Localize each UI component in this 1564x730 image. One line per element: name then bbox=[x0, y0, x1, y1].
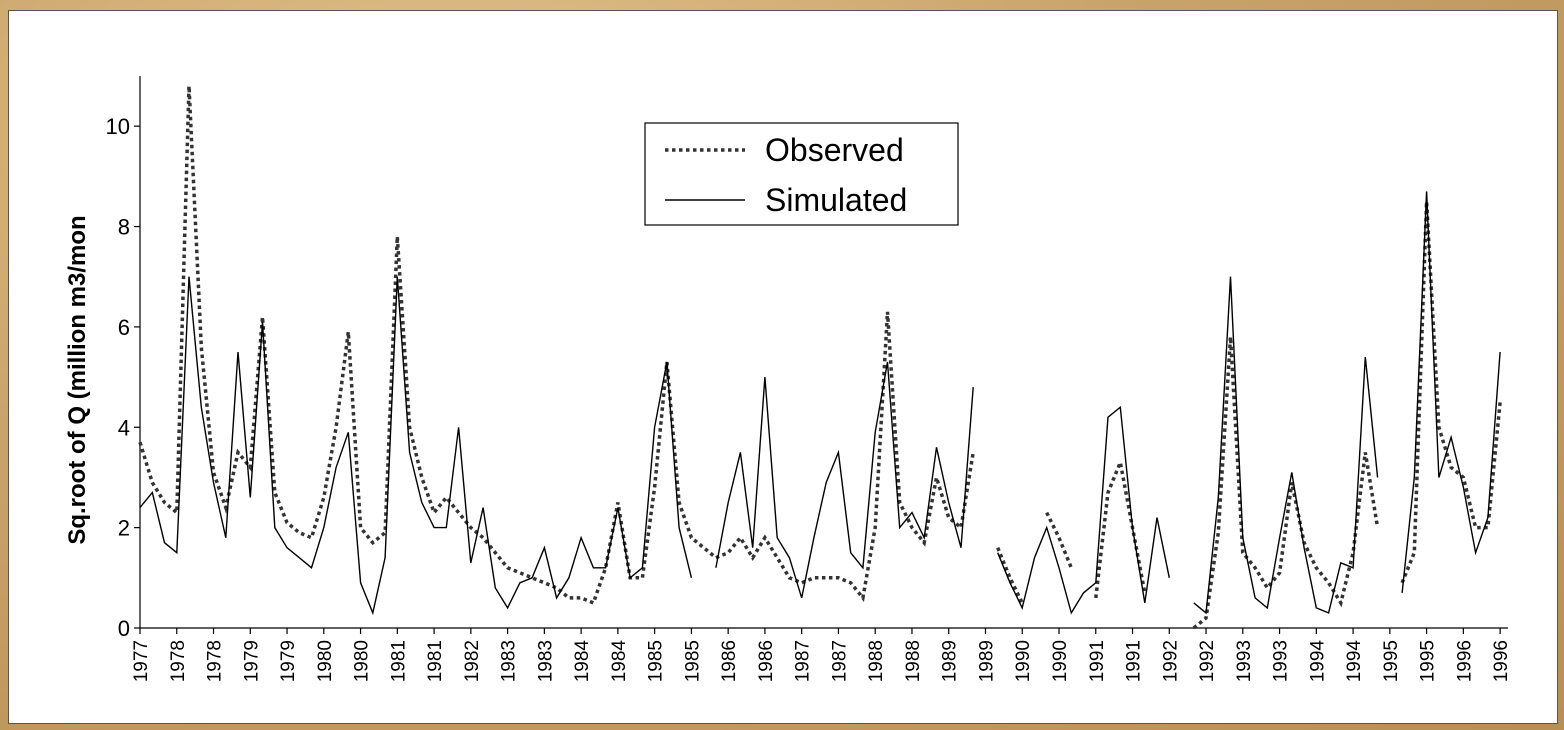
series-line bbox=[138, 85, 975, 606]
legend-box bbox=[644, 122, 959, 226]
x-tick-label: 1986 bbox=[756, 640, 777, 682]
y-tick-label: 0 bbox=[118, 616, 130, 641]
x-tick-label: 1986 bbox=[719, 640, 740, 682]
series-line bbox=[1401, 191, 1501, 593]
x-tick-label: 1989 bbox=[976, 640, 997, 682]
x-tick-label: 1991 bbox=[1087, 640, 1108, 682]
y-tick-label: 10 bbox=[106, 114, 130, 139]
x-tick-label: 1978 bbox=[205, 640, 226, 682]
x-tick-label: 1988 bbox=[903, 640, 924, 682]
series-line bbox=[997, 405, 1170, 615]
series-line bbox=[715, 361, 974, 599]
legend-label: Observed bbox=[765, 132, 904, 168]
x-tick-label: 1981 bbox=[388, 640, 409, 682]
x-tick-label: 1995 bbox=[1381, 640, 1402, 682]
x-tick-label: 1985 bbox=[682, 640, 703, 682]
x-tick-label: 1995 bbox=[1418, 640, 1439, 682]
x-tick-label: 1994 bbox=[1307, 640, 1328, 683]
x-tick-label: 1979 bbox=[241, 640, 262, 682]
series-line bbox=[1045, 511, 1073, 569]
x-tick-label: 1983 bbox=[499, 640, 520, 682]
x-tick-label: 1985 bbox=[646, 640, 667, 682]
legend-label: Simulated bbox=[765, 182, 907, 218]
series-line bbox=[1400, 201, 1502, 584]
series-line bbox=[1192, 336, 1380, 630]
x-tick-label: 1996 bbox=[1491, 640, 1512, 682]
x-tick-label: 1989 bbox=[940, 640, 961, 682]
x-tick-label: 1993 bbox=[1271, 640, 1292, 682]
x-tick-label: 1987 bbox=[793, 640, 814, 682]
series-line bbox=[1193, 276, 1379, 615]
series-line bbox=[996, 547, 1024, 604]
x-tick-label: 1984 bbox=[609, 640, 630, 683]
x-tick-label: 1990 bbox=[1013, 640, 1034, 682]
x-tick-label: 1994 bbox=[1344, 640, 1365, 683]
y-axis-label: Sq.root of Q (million m3/mon bbox=[64, 215, 91, 544]
series-line bbox=[139, 276, 693, 616]
x-tick-label: 1980 bbox=[315, 640, 336, 682]
x-tick-label: 1980 bbox=[352, 640, 373, 682]
x-tick-label: 1978 bbox=[168, 640, 189, 682]
x-tick-label: 1993 bbox=[1234, 640, 1255, 682]
x-tick-label: 1991 bbox=[1124, 640, 1145, 682]
x-tick-label: 1981 bbox=[425, 640, 446, 682]
x-tick-label: 1983 bbox=[535, 640, 556, 682]
x-tick-label: 1987 bbox=[829, 640, 850, 682]
y-tick-label: 8 bbox=[118, 215, 130, 240]
x-tick-label: 1982 bbox=[462, 640, 483, 682]
x-tick-label: 1977 bbox=[131, 640, 152, 682]
x-tick-label: 1990 bbox=[1050, 640, 1071, 682]
x-tick-label: 1996 bbox=[1454, 640, 1475, 682]
y-tick-label: 4 bbox=[118, 415, 130, 440]
x-tick-label: 1988 bbox=[866, 640, 887, 682]
y-tick-label: 2 bbox=[118, 516, 130, 541]
y-tick-label: 6 bbox=[118, 315, 130, 340]
x-tick-label: 1992 bbox=[1197, 640, 1218, 682]
x-tick-label: 1992 bbox=[1160, 640, 1181, 682]
x-tick-label: 1979 bbox=[278, 640, 299, 682]
x-tick-label: 1984 bbox=[572, 640, 593, 683]
